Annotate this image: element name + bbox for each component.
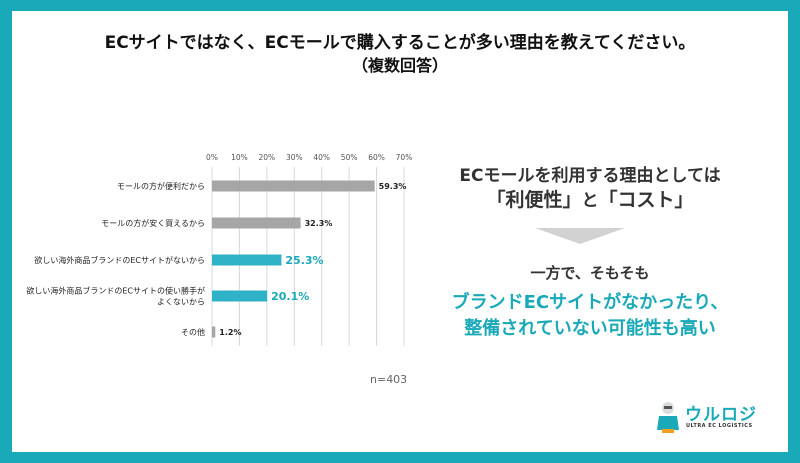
bar-value-label: 25.3% bbox=[285, 254, 323, 267]
summary-line-5: 整備されていない可能性も高い bbox=[464, 318, 716, 339]
slide-title: ECサイトではなく、ECモールで購入することが多い理由を教えてください。 bbox=[104, 33, 696, 53]
summary-cost: 「コスト」 bbox=[598, 189, 694, 211]
bar bbox=[212, 254, 282, 266]
bar bbox=[212, 180, 375, 192]
summary-line-2: 「利便性」と「コスト」 bbox=[380, 185, 800, 212]
x-tick-label: 20% bbox=[259, 153, 276, 162]
x-tick-label: 50% bbox=[341, 153, 358, 162]
category-label: 欲しい海外商品ブランドのECサイトの使い勝手が bbox=[26, 286, 205, 296]
summary-line-4: ブランドECサイトがなかったり、 bbox=[451, 292, 729, 313]
logo-mascot-icon bbox=[657, 402, 679, 433]
summary-line-1: ECモールを利用する理由としては bbox=[459, 166, 721, 186]
bar bbox=[212, 290, 268, 302]
bar-value-label: 20.1% bbox=[271, 290, 309, 303]
bar-value-label: 32.3% bbox=[305, 219, 333, 228]
category-label: よくないから bbox=[157, 298, 205, 307]
logo-subtext: ULTRA EC LOGISTICS bbox=[686, 423, 753, 429]
x-tick-label: 60% bbox=[368, 153, 385, 162]
bar bbox=[212, 326, 216, 338]
slide-panel bbox=[12, 11, 788, 452]
x-tick-label: 10% bbox=[231, 153, 248, 162]
x-tick-label: 30% bbox=[286, 153, 303, 162]
x-tick-label: 0% bbox=[206, 153, 218, 162]
sample-size: n=403 bbox=[370, 373, 408, 386]
x-tick-label: 70% bbox=[396, 153, 413, 162]
x-tick-label: 40% bbox=[313, 153, 330, 162]
logo-text: ウルロジ bbox=[685, 405, 757, 425]
slide-subtitle: （複数回答） bbox=[351, 56, 448, 75]
summary-line-3: 一方で、そもそも bbox=[530, 264, 650, 282]
category-label: モールの方が便利だから bbox=[117, 181, 205, 191]
category-label: その他 bbox=[181, 327, 205, 337]
bar bbox=[212, 217, 301, 229]
summary-and: と bbox=[581, 191, 599, 211]
bar-value-label: 59.3% bbox=[379, 182, 407, 191]
down-arrow-icon bbox=[535, 228, 625, 244]
bar-value-label: 1.2% bbox=[219, 328, 241, 337]
category-label: 欲しい海外商品ブランドのECサイトがないから bbox=[34, 255, 205, 265]
summary-convenience: 「利便性」 bbox=[486, 189, 582, 211]
brand-logo: ウルロジ ULTRA EC LOGISTICS bbox=[653, 398, 778, 442]
category-label: モールの方が安く買えるから bbox=[101, 218, 205, 228]
